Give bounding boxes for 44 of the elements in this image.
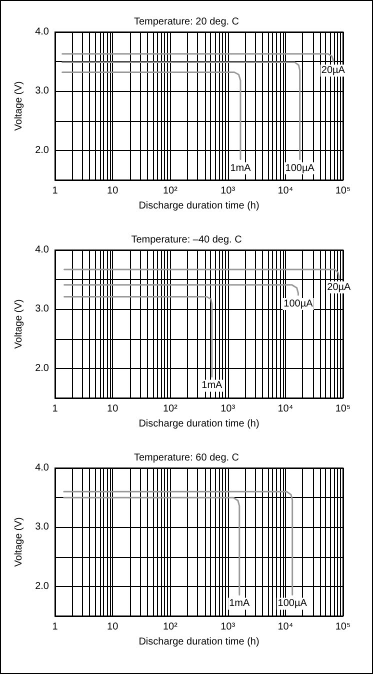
- series-label: 100µA: [278, 598, 308, 610]
- x-tick-label: 10⁴: [278, 622, 294, 632]
- x-axis-title: Discharge duration time (h): [138, 636, 260, 648]
- x-tick-label: 10³: [220, 622, 236, 632]
- y-tick-label: 2.0: [35, 580, 50, 592]
- x-tick-label: 10³: [220, 186, 236, 196]
- series-label: 1mA: [202, 380, 223, 392]
- y-axis-title: Voltage (V): [14, 517, 25, 567]
- y-tick-label: 3.0: [35, 304, 50, 315]
- x-tick-label: 10⁵: [335, 186, 351, 196]
- y-tick-label: 4.0: [35, 462, 50, 474]
- x-tick-label: 10⁵: [335, 622, 351, 632]
- x-axis-title: Discharge duration time (h): [138, 200, 260, 212]
- chart-title: Temperature: 60 deg. C: [134, 452, 240, 464]
- x-tick-label: 10²: [162, 404, 178, 414]
- series-label: 20µA: [321, 65, 346, 76]
- x-tick-label: 1: [52, 404, 58, 414]
- y-axis-title: Voltage (V): [14, 81, 25, 131]
- x-tick-label: 10⁵: [335, 404, 351, 414]
- x-tick-label: 10: [107, 404, 119, 414]
- chart-title: Temperature: –40 deg. C: [131, 234, 242, 246]
- y-tick-label: 4.0: [35, 244, 50, 256]
- series-label: 20µA: [327, 282, 352, 293]
- y-tick-label: 4.0: [35, 26, 50, 38]
- chart-title: Temperature: 20 deg. C: [134, 16, 240, 28]
- x-tick-label: 10³: [220, 404, 236, 414]
- x-tick-label: 10: [107, 622, 119, 632]
- x-tick-label: 1: [52, 622, 58, 632]
- x-tick-label: 10⁴: [278, 404, 294, 414]
- series-label: 100µA: [284, 298, 314, 310]
- y-tick-label: 3.0: [35, 522, 50, 533]
- x-tick-label: 1: [52, 186, 58, 196]
- y-tick-label: 2.0: [35, 144, 50, 156]
- series-label: 1mA: [229, 598, 250, 610]
- x-tick-label: 10²: [162, 186, 178, 196]
- x-axis-title: Discharge duration time (h): [138, 418, 260, 430]
- y-tick-label: 2.0: [35, 362, 50, 374]
- y-tick-label: 3.0: [35, 86, 50, 97]
- y-axis-title: Voltage (V): [14, 299, 25, 349]
- x-tick-label: 10²: [162, 622, 178, 632]
- series-label: 1mA: [230, 162, 252, 174]
- x-tick-label: 10: [107, 186, 119, 196]
- x-tick-label: 10⁴: [278, 186, 294, 196]
- series-label: 100µA: [285, 162, 315, 174]
